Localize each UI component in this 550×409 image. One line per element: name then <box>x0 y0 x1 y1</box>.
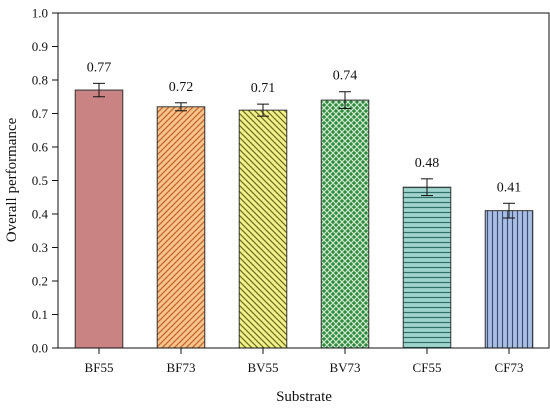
error-bar-bv55 <box>257 103 269 117</box>
bar-bv55 <box>238 109 288 349</box>
error-bar-cf73 <box>503 202 515 219</box>
y-tick-label: 0.2 <box>32 274 48 289</box>
y-tick-label: 0.6 <box>32 140 49 155</box>
x-tick-label-bf73: BF73 <box>167 360 196 375</box>
value-label-bv73: 0.74 <box>333 69 358 84</box>
y-tick-label: 0.1 <box>32 307 48 322</box>
value-label-bf55: 0.77 <box>87 60 112 75</box>
labels-layer: 0.77 BF55 0.72 BF73 0.71 BV55 0.74 BV73 0.48 CF55… <box>32 6 524 376</box>
y-tick-label: 0.3 <box>32 240 48 255</box>
x-axis-title: Substrate <box>276 389 332 405</box>
value-label-cf55: 0.48 <box>415 156 440 171</box>
bar-cf55 <box>402 186 452 349</box>
y-tick-label: 0.4 <box>32 207 49 222</box>
value-label-cf73: 0.41 <box>497 180 522 195</box>
x-tick-label-cf73: CF73 <box>495 360 524 375</box>
plot-frame <box>57 12 550 349</box>
y-tick-label: 0.5 <box>32 173 48 188</box>
x-tick-label-bv55: BV55 <box>247 360 278 375</box>
x-tick-label-bv73: BV73 <box>329 360 360 375</box>
y-tick-label: 0.7 <box>32 106 49 121</box>
axes-layer <box>52 12 550 354</box>
y-tick-label: 1.0 <box>32 6 48 21</box>
bars-layer <box>74 82 534 349</box>
value-label-bv55: 0.71 <box>251 81 276 96</box>
error-bar-bf55 <box>93 82 105 98</box>
bar-cf73 <box>484 210 534 349</box>
y-tick-label: 0.9 <box>32 39 48 54</box>
x-tick-label-cf55: CF55 <box>413 360 442 375</box>
error-bar-cf55 <box>421 178 433 197</box>
bar-bv73 <box>320 99 370 349</box>
bar-bf55 <box>74 89 124 349</box>
x-tick-label-bf55: BF55 <box>85 360 114 375</box>
y-tick-label: 0.8 <box>32 73 48 88</box>
error-bar-bv73 <box>339 91 351 109</box>
value-label-bf73: 0.72 <box>169 80 194 95</box>
y-axis-title: Overall performance <box>4 117 20 242</box>
y-tick-label: 0.0 <box>32 341 48 356</box>
error-bar-bf73 <box>175 102 187 112</box>
bar-bf73 <box>156 106 206 349</box>
